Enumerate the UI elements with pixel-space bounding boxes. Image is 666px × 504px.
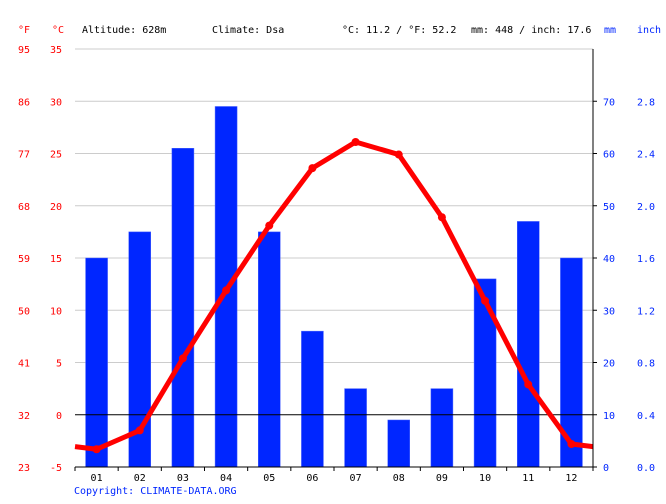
temperature-point [265,221,274,230]
fahrenheit-tick-label: 68 [18,202,30,213]
celsius-tick-label: 15 [50,254,62,265]
precipitation-bar [301,330,324,468]
mm-tick-label: 70 [603,97,615,108]
temperature-point [394,150,403,159]
temperature-line [74,139,594,452]
temperature-point [481,296,490,305]
month-label: 01 [91,473,103,484]
precipitation-bar [473,278,497,468]
month-label: 09 [436,473,448,484]
fahrenheit-tick-label: 86 [18,97,30,108]
celsius-tick-label: 30 [50,97,62,108]
inch-tick-label: 1.2 [637,306,655,317]
precipitation-bar [387,419,410,468]
celsius-tick-label: 5 [56,359,62,370]
mm-tick-label: 20 [603,359,615,370]
inch-tick-label: 0.8 [637,359,655,370]
fahrenheit-unit-label: °F [18,25,30,36]
climate-label: Climate: Dsa [212,25,284,36]
month-label: 03 [177,473,189,484]
month-label: 07 [350,473,362,484]
month-label: 12 [565,473,577,484]
altitude-label: Altitude: 628m [82,25,166,36]
fahrenheit-tick-label: 50 [18,306,30,317]
inch-tick-label: 2.8 [637,97,655,108]
precipitation-bar [344,388,367,468]
temperature-point [178,354,187,363]
precipitation-bar [85,257,108,468]
temperature-point [222,286,231,295]
copyright-link[interactable]: Copyright: CLIMATE-DATA.ORG [74,486,237,497]
temperature-point [92,445,101,454]
inch-tick-label: 0.4 [637,411,655,422]
temperature-point [135,426,144,435]
mm-tick-label: 10 [603,411,615,422]
month-label: 05 [263,473,275,484]
celsius-tick-label: 0 [56,411,62,422]
inch-tick-label: 0.0 [637,463,655,474]
mm-tick-label: 30 [603,306,615,317]
fahrenheit-tick-label: 59 [18,254,30,265]
inch-tick-label: 2.4 [637,150,655,161]
fahrenheit-tick-label: 77 [18,150,30,161]
celsius-tick-label: 25 [50,150,62,161]
temperature-average-label: °C: 11.2 / °F: 52.2 [342,25,456,36]
precipitation-bar [258,231,281,468]
inch-tick-label: 1.6 [637,254,655,265]
temperature-point [567,440,576,449]
precipitation-bar [517,221,540,468]
temperature-point [437,213,446,222]
mm-unit-label: mm [604,25,616,36]
temperature-point [308,164,317,173]
temperature-point [524,380,533,389]
inch-unit-label: inch [637,25,661,36]
fahrenheit-tick-label: 95 [18,45,30,56]
precipitation-bar [430,388,454,468]
celsius-tick-label: 35 [50,45,62,56]
month-label: 10 [479,473,491,484]
month-label: 02 [134,473,146,484]
temperature-point [351,138,360,147]
mm-tick-label: 40 [603,254,615,265]
mm-tick-label: 60 [603,150,615,161]
fahrenheit-tick-label: 23 [18,463,30,474]
precipitation-total-label: mm: 448 / inch: 17.6 [471,25,591,36]
celsius-tick-label: 20 [50,202,62,213]
fahrenheit-tick-label: 41 [18,359,30,370]
month-label: 11 [522,473,534,484]
celsius-tick-label: 10 [50,306,62,317]
mm-tick-label: 50 [603,202,615,213]
celsius-unit-label: °C [52,25,64,36]
month-label: 08 [393,473,405,484]
month-label: 06 [306,473,318,484]
fahrenheit-tick-label: 32 [18,411,30,422]
precipitation-bar [171,148,195,468]
month-label: 04 [220,473,232,484]
mm-tick-label: 0 [603,463,609,474]
celsius-tick-label: -5 [50,463,62,474]
inch-tick-label: 2.0 [637,202,655,213]
